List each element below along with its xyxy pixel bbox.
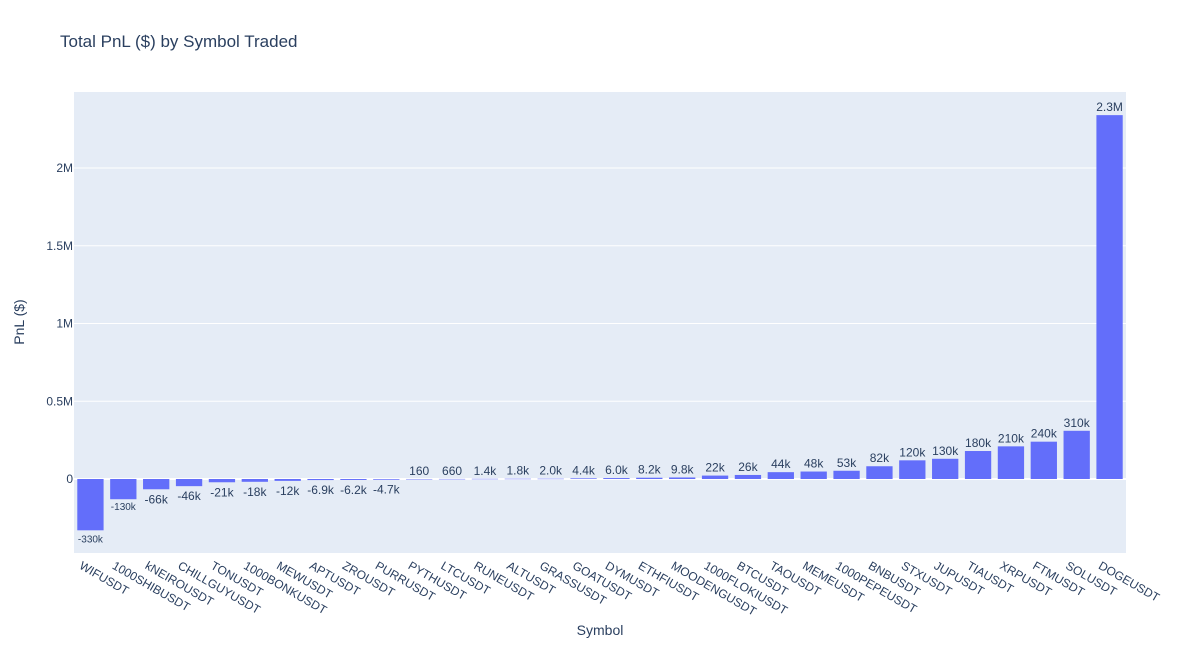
bar[interactable]	[734, 474, 762, 479]
bar-labels: -330k -130k -66k -46k -21k -18k -12k -6.9k -6.2k…	[78, 100, 1123, 545]
data-label: 310k	[1064, 416, 1091, 430]
bar[interactable]	[603, 478, 630, 479]
x-axis-title: Symbol	[577, 622, 624, 638]
bars	[77, 115, 1123, 531]
bar[interactable]	[636, 477, 663, 479]
data-label: -4.7k	[373, 483, 401, 497]
data-label: -46k	[177, 489, 201, 503]
bar[interactable]	[964, 451, 992, 479]
bar[interactable]	[767, 472, 794, 479]
bar[interactable]	[241, 479, 268, 482]
data-label: 44k	[771, 457, 791, 471]
bar[interactable]	[406, 478, 433, 480]
bar[interactable]	[833, 470, 860, 479]
data-label: -66k	[145, 492, 169, 506]
data-label: -12k	[276, 484, 300, 498]
bar[interactable]	[110, 479, 137, 500]
data-label: 2.0k	[539, 464, 563, 478]
bar[interactable]	[669, 477, 696, 479]
data-label: 660	[442, 464, 462, 478]
data-label: -21k	[210, 485, 234, 499]
data-label: 26k	[738, 460, 758, 474]
plot-background	[74, 92, 1126, 553]
bar[interactable]	[1096, 115, 1123, 479]
bar[interactable]	[208, 479, 236, 483]
data-label: 82k	[870, 451, 890, 465]
y-tick-label: 0	[66, 472, 73, 486]
data-label: 53k	[837, 456, 857, 470]
data-label: 22k	[705, 461, 725, 475]
data-label: 1.8k	[506, 464, 530, 478]
bar[interactable]	[438, 478, 466, 480]
bar[interactable]	[143, 479, 170, 490]
data-label: 120k	[899, 445, 926, 459]
bar[interactable]	[1063, 430, 1090, 479]
data-label: 160	[409, 464, 429, 478]
y-tick-label: 2M	[56, 161, 73, 175]
bar[interactable]	[77, 479, 104, 531]
data-label: 6.0k	[605, 463, 629, 477]
bar[interactable]	[701, 475, 729, 479]
data-label: 4.4k	[572, 463, 596, 477]
y-tick-label: 1M	[56, 317, 73, 331]
data-label: -130k	[111, 502, 137, 513]
bar[interactable]	[997, 446, 1025, 479]
bar[interactable]	[899, 460, 926, 479]
data-label: 210k	[998, 431, 1025, 445]
data-label: -330k	[78, 534, 104, 545]
y-tick-label: 1.5M	[46, 239, 73, 253]
data-label: 2.3M	[1096, 100, 1123, 114]
bar[interactable]	[1030, 441, 1057, 479]
data-label: 9.8k	[671, 462, 695, 476]
data-label: 180k	[965, 436, 992, 450]
bar[interactable]	[932, 458, 959, 479]
bar[interactable]	[866, 466, 893, 479]
data-label: 130k	[932, 444, 959, 458]
bar[interactable]	[340, 479, 367, 480]
bar[interactable]	[307, 479, 334, 481]
y-tick-labels: 0 0.5M 1M 1.5M 2M	[46, 161, 73, 486]
bar[interactable]	[570, 478, 597, 479]
bar[interactable]	[175, 479, 203, 487]
bar[interactable]	[504, 478, 531, 480]
data-label: 1.4k	[474, 464, 498, 478]
data-label: 8.2k	[638, 463, 662, 477]
data-label: -18k	[243, 485, 267, 499]
bar[interactable]	[373, 479, 400, 480]
chart-title: Total PnL ($) by Symbol Traded	[60, 32, 298, 51]
bar[interactable]	[274, 479, 301, 481]
bar[interactable]	[471, 478, 499, 480]
data-label: 240k	[1031, 427, 1058, 441]
y-axis-title: PnL ($)	[11, 299, 27, 344]
data-label: -6.9k	[307, 483, 335, 497]
bar[interactable]	[537, 478, 564, 480]
data-label: 48k	[804, 457, 824, 471]
x-tick-labels: WIFUSDT1000SHIBUSDTkNEIROUSDTCHILLGUYUSD…	[77, 558, 1163, 618]
y-tick-label: 0.5M	[46, 394, 73, 408]
data-label: -6.2k	[340, 483, 368, 497]
bar[interactable]	[800, 471, 827, 479]
